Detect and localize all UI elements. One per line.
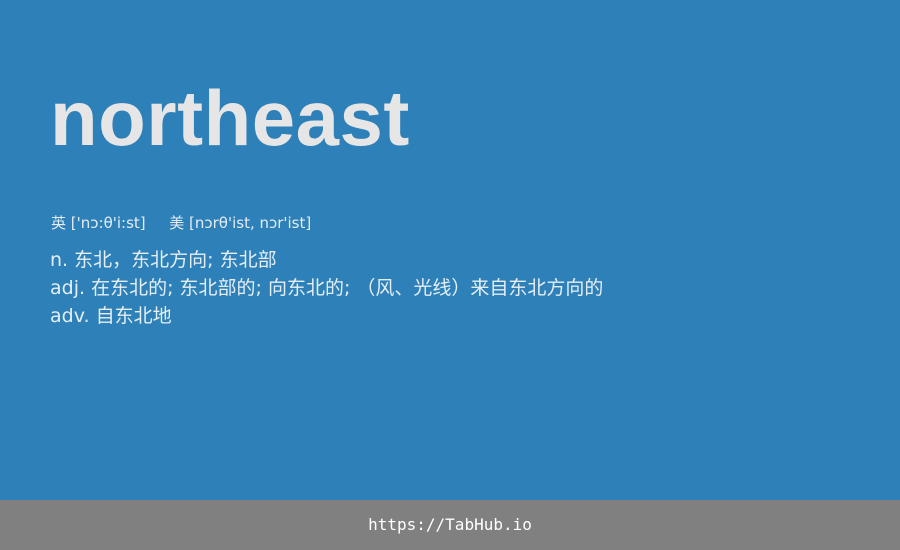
uk-label: 英 [51,214,67,232]
definition-adjective: adj. 在东北的; 东北部的; 向东北的; （风、光线）来自东北方向的 [50,274,603,302]
uk-phonetic: ['nɔ:θ'i:st] [70,214,146,232]
pronunciation-line: 英 ['nɔ:θ'i:st] 美 [nɔrθ'ist, nɔr'ist] [51,212,311,234]
definition-text: 自东北地 [95,305,172,327]
part-of-speech: adv. [50,305,90,327]
definition-text: 东北，东北方向; 东北部 [74,249,277,271]
definition-adverb: adv. 自东北地 [50,302,603,330]
part-of-speech: n. [50,249,69,271]
headword: northeast [50,74,410,162]
tabhub-link[interactable]: https://TabHub.io [368,515,532,534]
definition-noun: n. 东北，东北方向; 东北部 [50,246,603,274]
word-card: northeast 英 ['nɔ:θ'i:st] 美 [nɔrθ'ist, nɔ… [50,74,604,330]
us-phonetic: [nɔrθ'ist, nɔr'ist] [189,214,312,232]
part-of-speech: adj. [50,277,86,299]
footer-bar: https://TabHub.io [0,500,900,550]
definitions-list: n. 东北，东北方向; 东北部 adj. 在东北的; 东北部的; 向东北的; （… [50,246,603,330]
definition-text: 在东北的; 东北部的; 向东北的; （风、光线）来自东北方向的 [91,277,604,299]
us-label: 美 [169,214,185,232]
